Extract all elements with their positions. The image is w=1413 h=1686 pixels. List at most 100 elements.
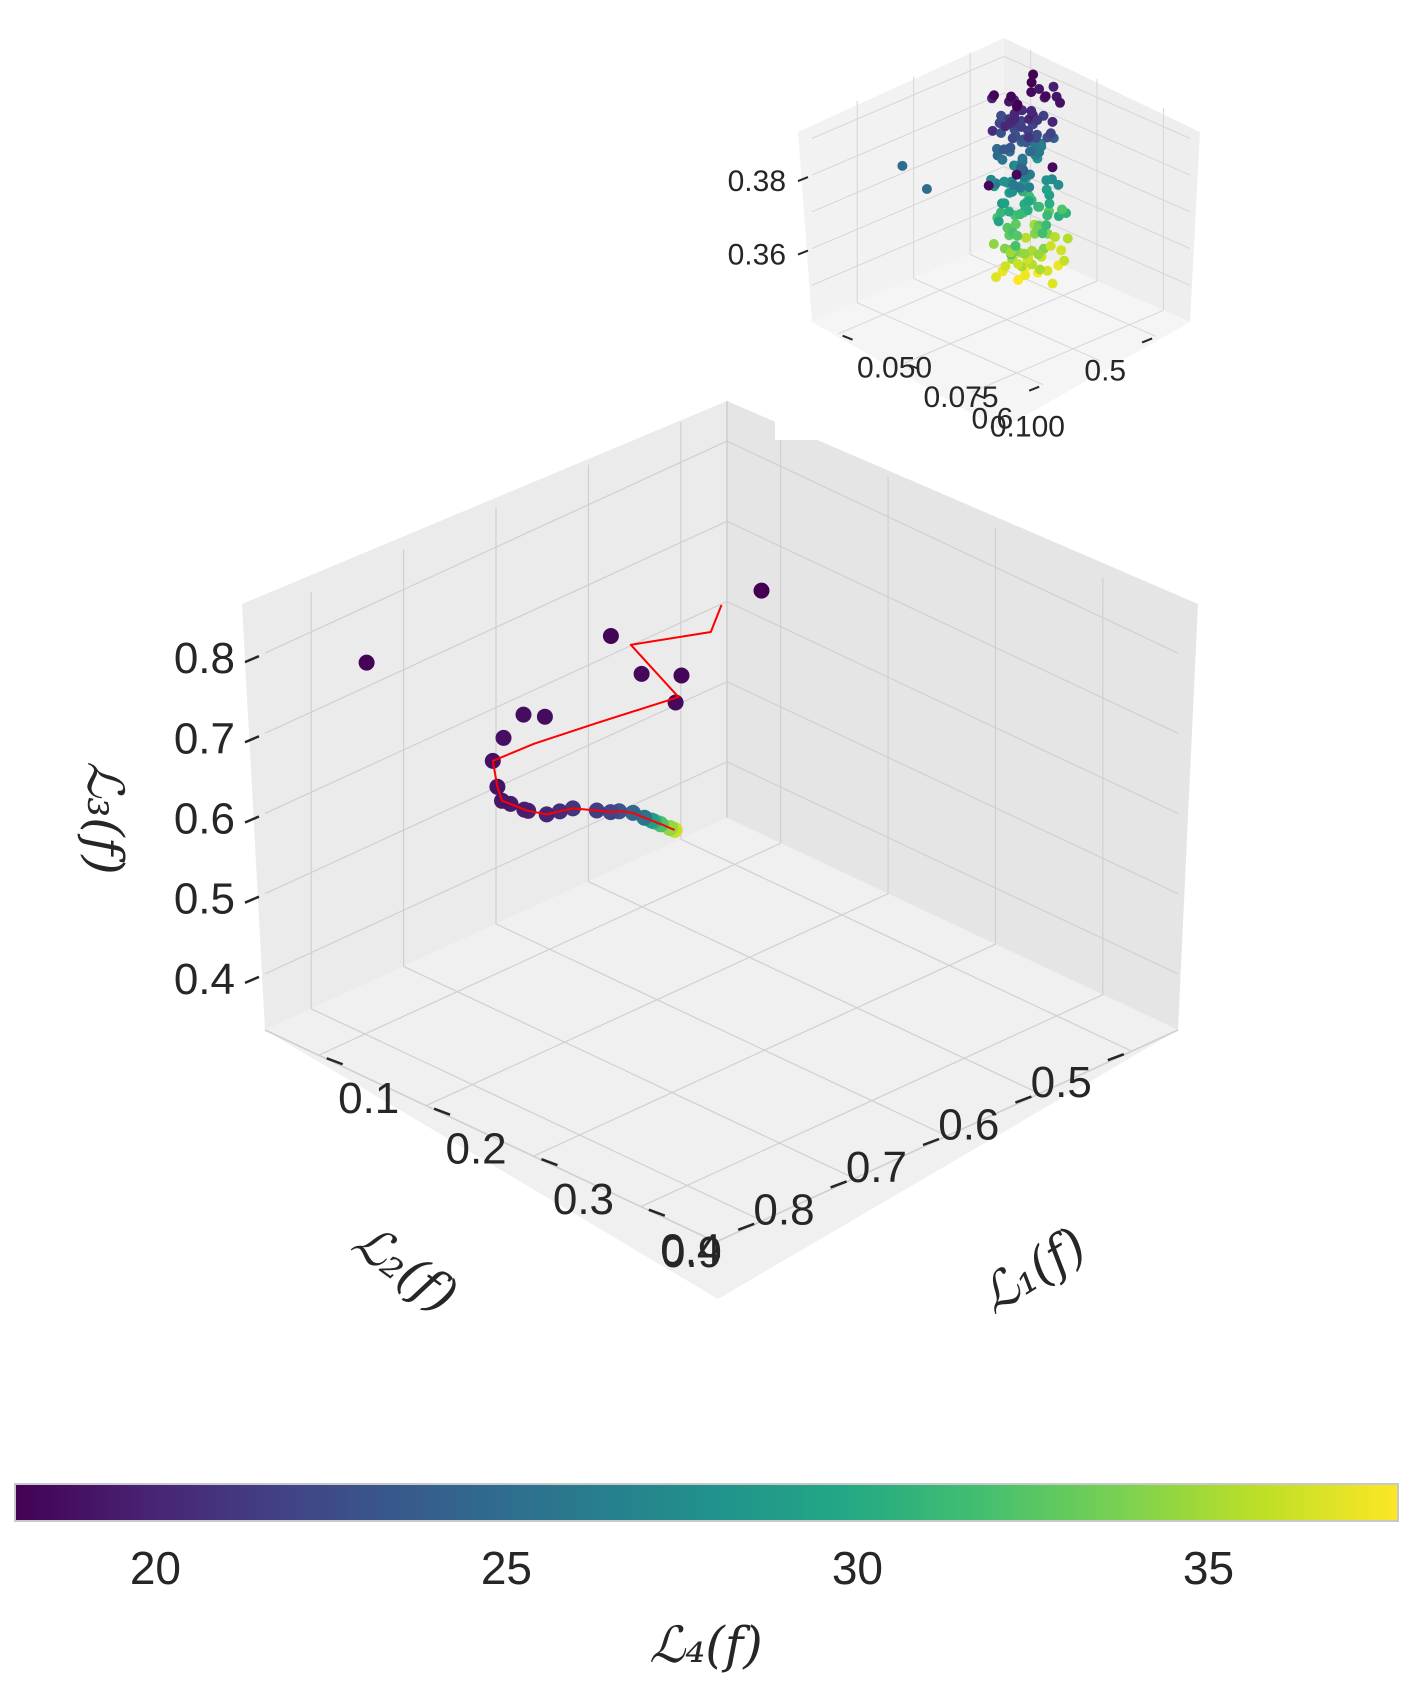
inset-x-tick-label: 0.075 bbox=[923, 381, 998, 414]
inset-grid-line bbox=[971, 309, 1164, 393]
inset-grid-line bbox=[811, 92, 1005, 176]
grid-line bbox=[495, 923, 948, 1137]
grid-line bbox=[680, 838, 1133, 1052]
inset-grid-line bbox=[856, 302, 1044, 386]
inset-data-point bbox=[1006, 91, 1017, 102]
inset-y-tick-label: 0.6 bbox=[971, 403, 1013, 436]
z-tick-label: 0.6 bbox=[174, 794, 235, 843]
x-tick-label: 0.3 bbox=[553, 1175, 614, 1224]
data-point bbox=[673, 667, 690, 684]
inset-y-tick bbox=[1028, 385, 1040, 392]
inset-data-point bbox=[1011, 169, 1022, 180]
z-tick bbox=[244, 654, 260, 664]
inset-data-point bbox=[997, 154, 1008, 165]
inset-x-tick bbox=[975, 393, 986, 400]
inset-data-point bbox=[1045, 128, 1056, 139]
inset-data-point bbox=[1019, 248, 1030, 259]
inset-data-point bbox=[1055, 97, 1065, 108]
tick-marks bbox=[244, 654, 1125, 1231]
z-tick-label: 0.7 bbox=[174, 714, 235, 763]
inset-data-point bbox=[1062, 233, 1073, 244]
inset-data-point bbox=[1024, 182, 1035, 193]
inset-data-point bbox=[1041, 175, 1052, 186]
data-point bbox=[633, 665, 650, 682]
back-left-pane bbox=[242, 401, 727, 1030]
inset-data-point bbox=[1026, 105, 1037, 116]
x-axis-label: ℒ₁(f) bbox=[969, 1216, 1096, 1325]
x-tick-label: 0.1 bbox=[338, 1074, 399, 1123]
data-point bbox=[358, 654, 375, 671]
inset-data-point bbox=[993, 216, 1004, 227]
y-tick bbox=[1014, 1095, 1032, 1104]
inset-data-point bbox=[1034, 201, 1045, 212]
back-right-pane bbox=[727, 401, 1198, 1030]
x-axis-line bbox=[715, 1029, 1179, 1243]
inset-data-point bbox=[1015, 209, 1025, 220]
inset-data-point bbox=[1047, 278, 1058, 289]
grid-lines bbox=[264, 422, 1179, 1222]
inset-y-tick-label: 0.5 bbox=[1084, 354, 1126, 387]
inset-z-tick-label: 0.36 bbox=[728, 239, 786, 272]
y-axis-label: ℒ₂(f) bbox=[342, 1211, 468, 1325]
data-point bbox=[515, 706, 532, 723]
inset-data-point bbox=[1057, 204, 1067, 215]
inset-floor-pane bbox=[812, 240, 1190, 430]
z-tick-label: 0.5 bbox=[174, 875, 235, 924]
colorbar-tick-label: 25 bbox=[481, 1542, 532, 1594]
x-tick bbox=[433, 1107, 451, 1116]
colorbar: 20 25 30 35 ℒ₄(f) bbox=[14, 1483, 1399, 1674]
inset-data-point bbox=[921, 184, 932, 194]
grid-line bbox=[310, 1008, 763, 1222]
y-tick-label: 0.5 bbox=[1031, 1058, 1092, 1107]
colorbar-label: ℒ₄(f) bbox=[649, 1616, 763, 1674]
inset-data-point bbox=[1000, 261, 1011, 272]
x-tick-label: 0.2 bbox=[445, 1125, 506, 1174]
inset-grid-line bbox=[811, 129, 1005, 213]
inset-data-point bbox=[1047, 116, 1058, 127]
inset-grid-line bbox=[811, 166, 1005, 250]
inset-data-point bbox=[1042, 265, 1053, 276]
inset-z-tick bbox=[797, 176, 809, 183]
inset-data-point bbox=[1023, 132, 1034, 143]
inset-x-tick-label: 0.100 bbox=[990, 410, 1065, 443]
inset-data-point bbox=[1028, 69, 1039, 80]
y-tick bbox=[737, 1222, 755, 1231]
inset-data-point bbox=[1044, 198, 1055, 209]
inset-data-point bbox=[999, 198, 1010, 209]
grid-line bbox=[588, 881, 1040, 1095]
inset-data-point bbox=[1047, 162, 1058, 173]
inset-data-point bbox=[989, 90, 999, 101]
inset-data-point bbox=[1005, 142, 1016, 153]
data-point bbox=[495, 729, 512, 746]
inset-back-right-pane bbox=[1004, 38, 1200, 322]
inset-data-point bbox=[1009, 113, 1020, 124]
y-tick bbox=[1107, 1053, 1125, 1062]
inset-data-point bbox=[1010, 240, 1021, 251]
inset-tick-marks bbox=[797, 176, 1153, 400]
inset-data-point bbox=[988, 239, 999, 249]
inset-back-left-pane bbox=[798, 38, 1004, 322]
y-axis-line bbox=[264, 1029, 717, 1243]
x-tick bbox=[541, 1158, 558, 1167]
y-tick-label: 0.6 bbox=[938, 1101, 999, 1150]
inset-x-tick-label: 0.050 bbox=[857, 352, 932, 385]
inset-data-point bbox=[1017, 153, 1028, 164]
inset-data-point bbox=[1026, 77, 1037, 88]
inset-grid-line bbox=[904, 280, 1098, 364]
floor-pane bbox=[265, 818, 1178, 1299]
colorbar-tick-label: 30 bbox=[832, 1542, 883, 1594]
inset-data-point bbox=[987, 125, 998, 136]
axis-lines bbox=[264, 401, 1179, 1243]
inset-x-tick bbox=[842, 334, 853, 341]
inset-data-point bbox=[996, 110, 1007, 121]
inset-x-tick bbox=[908, 364, 920, 370]
z-tick-label: 0.8 bbox=[174, 634, 235, 683]
inset-data-point bbox=[897, 160, 908, 171]
inset-data-point bbox=[1033, 249, 1044, 260]
inset-grid-line bbox=[838, 251, 1031, 335]
inset-data-point bbox=[1010, 219, 1021, 230]
colorbar-tick-labels: 20 25 30 35 bbox=[130, 1542, 1234, 1594]
inset-data-point bbox=[1032, 115, 1043, 126]
y-tick bbox=[830, 1180, 848, 1189]
